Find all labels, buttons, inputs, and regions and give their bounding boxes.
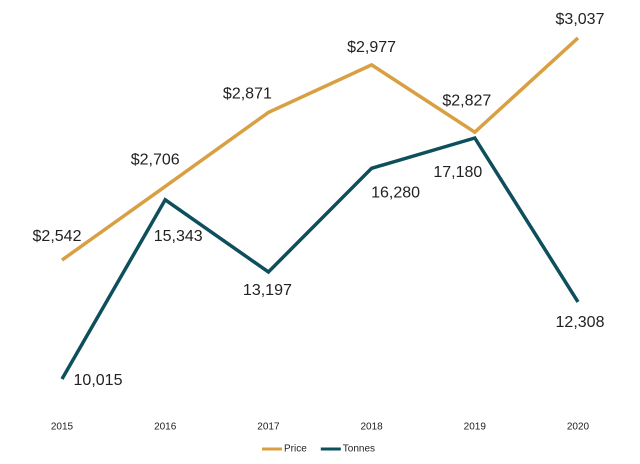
- data-label: 13,197: [243, 282, 292, 299]
- data-label: $2,977: [347, 39, 396, 56]
- x-tick-label: 2020: [567, 422, 590, 433]
- line: [60, 36, 580, 262]
- data-label: 17,180: [433, 164, 482, 181]
- line: [60, 135, 580, 380]
- data-label: $2,827: [442, 92, 491, 109]
- data-label: $3,037: [556, 11, 605, 28]
- x-tick-label: 2016: [154, 422, 177, 433]
- data-label: 10,015: [74, 372, 123, 389]
- data-label: 15,343: [154, 228, 203, 245]
- x-tick-label: 2017: [257, 422, 280, 433]
- data-label: 12,308: [556, 314, 605, 331]
- x-tick-label: 2015: [51, 422, 74, 433]
- data-label: 16,280: [371, 184, 420, 201]
- x-tick-label: 2019: [464, 422, 487, 433]
- legend-label: Price: [284, 444, 307, 455]
- legend-label: Tonnes: [343, 444, 375, 455]
- data-label: $2,871: [223, 86, 272, 103]
- data-label: $2,542: [33, 228, 82, 245]
- data-label: $2,706: [131, 152, 180, 169]
- x-tick-label: 2018: [360, 422, 383, 433]
